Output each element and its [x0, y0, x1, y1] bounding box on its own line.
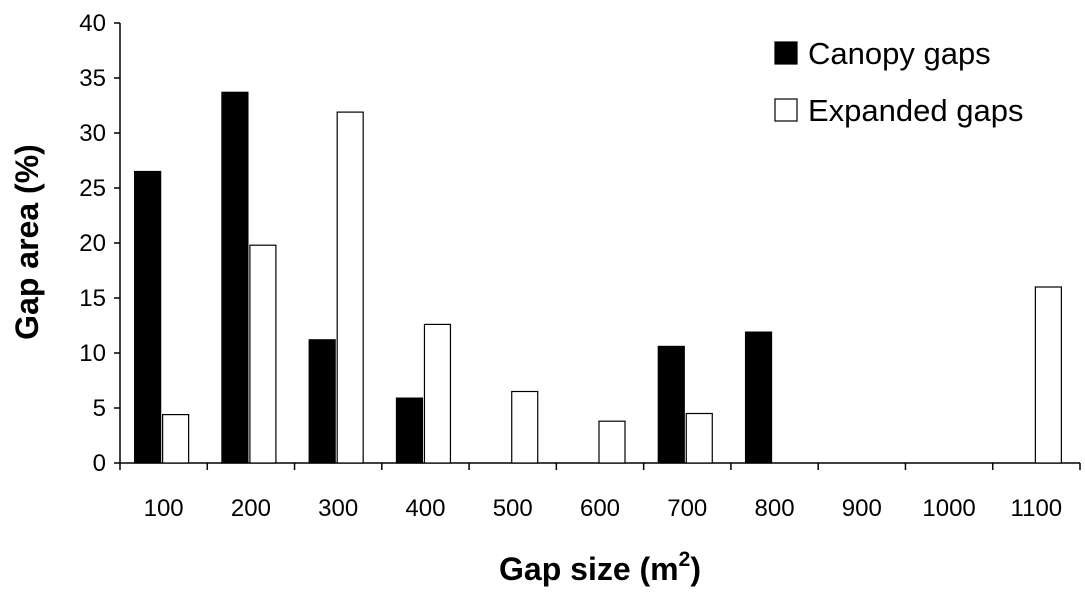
x-axis-title-superscript: 2	[679, 548, 691, 571]
expanded-gaps-bar	[511, 390, 539, 464]
y-axis: 0 5 10 15 20 25 30 35 40	[79, 10, 121, 477]
y-tick-label: 40	[79, 10, 106, 37]
x-tick-label: 500	[493, 495, 533, 522]
x-tick-label: 1000	[922, 495, 975, 522]
x-axis: 100 200 300 400 500 600 700 800 900 1000 1100	[119, 462, 1081, 522]
bars	[134, 91, 1062, 464]
canopy-gaps-bar	[134, 170, 162, 464]
legend: Canopy gaps Expanded gaps	[774, 36, 1023, 128]
x-tick-label: 900	[842, 495, 882, 522]
x-tick-label: 600	[580, 495, 620, 522]
expanded-gaps-bar	[1034, 286, 1062, 464]
canopy-gaps-bar	[744, 331, 773, 464]
y-axis-title: Gap area (%)	[9, 144, 45, 340]
legend-label: Canopy gaps	[808, 36, 991, 71]
x-tick-label: 1100	[1011, 495, 1063, 522]
x-tick-label: 700	[667, 495, 707, 522]
legend-swatch	[774, 98, 798, 122]
legend-swatch	[774, 41, 798, 65]
x-tick-label: 400	[405, 495, 445, 522]
canopy-gaps-bar	[395, 397, 424, 464]
y-tick-label: 0	[93, 450, 106, 477]
x-axis-title-text: Gap size (m	[499, 551, 679, 587]
legend-label: Expanded gaps	[808, 93, 1023, 128]
x-tick-label: 100	[144, 495, 184, 522]
expanded-gaps-bar	[598, 420, 626, 464]
canopy-gaps-bar	[221, 91, 249, 464]
y-tick-label: 20	[79, 230, 106, 257]
canopy-gaps-bar	[657, 345, 685, 464]
expanded-gaps-bar	[423, 323, 452, 464]
expanded-gaps-bar	[249, 244, 277, 464]
expanded-gaps-bar	[336, 111, 364, 464]
y-tick-label: 25	[79, 175, 106, 202]
expanded-gaps-bar	[685, 412, 713, 464]
y-tick-label: 5	[93, 395, 106, 422]
x-axis-title-end: )	[690, 551, 701, 587]
y-tick-label: 30	[79, 120, 106, 147]
y-tick-label: 10	[79, 340, 106, 367]
x-axis-title: Gap size (m2)	[499, 548, 701, 587]
y-tick-label: 35	[79, 65, 106, 92]
x-tick-label: 200	[231, 495, 271, 522]
y-tick-label: 15	[79, 285, 106, 312]
canopy-gaps-bar	[308, 339, 336, 464]
x-tick-label: 300	[318, 495, 358, 522]
x-tick-label: 800	[755, 495, 795, 522]
expanded-gaps-bar	[162, 414, 190, 464]
